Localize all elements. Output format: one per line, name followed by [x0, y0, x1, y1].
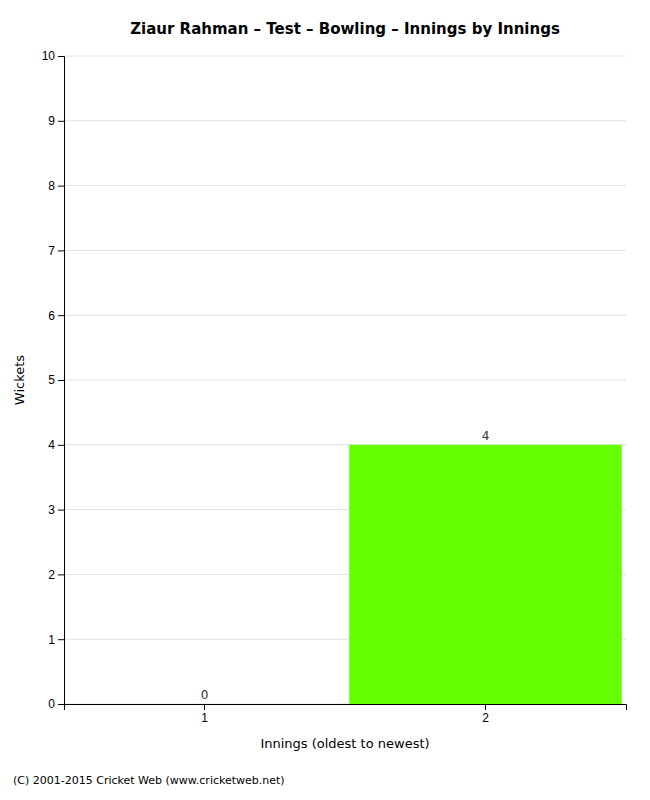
tick-label: 6	[48, 309, 55, 323]
tick-mark	[58, 380, 64, 381]
bar	[68, 704, 341, 705]
tick-label: 5	[48, 373, 55, 387]
grid-line	[64, 250, 626, 251]
y-tick: 7	[48, 244, 64, 258]
grid-line	[64, 185, 626, 186]
data-label: 0	[201, 688, 209, 702]
grid	[64, 56, 626, 704]
tick-label: 4	[48, 438, 55, 452]
tick-label: 8	[48, 179, 55, 193]
chart: 0412012345678910Ziaur Rahman – Test – Bo…	[0, 0, 650, 800]
plot: 0412012345678910	[42, 49, 627, 724]
tick-mark	[204, 704, 205, 710]
y-tick: 5	[48, 373, 64, 387]
tick-mark	[485, 704, 486, 710]
y-tick: 6	[48, 309, 64, 323]
y-tick: 3	[48, 503, 64, 517]
tick-label: 9	[48, 114, 55, 128]
grid-line	[64, 315, 626, 316]
tick-mark	[58, 445, 64, 446]
grid-line	[64, 56, 626, 57]
y-axis: 0 1 2 3 4 5 6 7 8 9 10	[42, 49, 65, 711]
y-tick: 2	[48, 568, 64, 582]
tick-mark	[58, 574, 64, 575]
tick-mark	[58, 121, 64, 122]
tick-mark	[58, 639, 64, 640]
footer: (C) 2001-2015 Cricket Web (www.cricketwe…	[13, 774, 285, 787]
data-labels: 04	[201, 429, 490, 702]
tick-label: 7	[48, 244, 55, 258]
y-tick: 0	[48, 697, 64, 711]
grid-line	[64, 120, 626, 121]
axis-line	[58, 57, 65, 705]
y-tick: 4	[48, 438, 64, 452]
x-axis-title: Innings (oldest to newest)	[260, 736, 429, 751]
y-axis-title: Wickets	[12, 355, 27, 405]
tick-label: 10	[42, 49, 56, 63]
tick-mark	[58, 186, 64, 187]
grid-line	[64, 380, 626, 381]
tick-mark	[58, 510, 64, 511]
x-tick: 2	[482, 704, 489, 725]
tick-mark	[58, 250, 64, 251]
tick-mark	[58, 56, 64, 57]
tick-label: 3	[48, 503, 55, 517]
title: Ziaur Rahman – Test – Bowling – Innings …	[130, 20, 560, 38]
tick-label: 0	[48, 697, 55, 711]
tick-label: 2	[48, 568, 55, 582]
bar	[349, 445, 622, 704]
y-tick: 9	[48, 114, 64, 128]
tick-mark	[58, 315, 64, 316]
tick-label: 1	[201, 711, 208, 725]
tick-label: 2	[482, 711, 489, 725]
tick-label: 1	[48, 633, 55, 647]
axis-line	[65, 705, 627, 711]
tick-mark	[58, 704, 64, 705]
data-label: 4	[482, 429, 490, 443]
y-tick: 10	[42, 49, 64, 63]
x-tick: 1	[201, 704, 208, 725]
x-axis: 12	[65, 704, 627, 725]
bars	[349, 445, 622, 704]
y-tick: 8	[48, 179, 64, 193]
y-tick: 1	[48, 633, 64, 647]
